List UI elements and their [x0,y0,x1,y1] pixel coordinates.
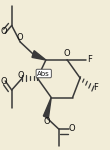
Text: F: F [87,55,92,64]
Text: O: O [0,27,7,36]
Polygon shape [32,51,46,60]
Polygon shape [43,98,51,118]
Text: O: O [0,77,7,86]
Text: O: O [43,117,50,126]
Text: F: F [93,83,98,92]
Text: O: O [16,33,23,42]
Text: Abs: Abs [37,70,50,76]
Text: O: O [17,71,24,80]
Text: O: O [64,49,71,58]
Text: O: O [68,124,75,133]
